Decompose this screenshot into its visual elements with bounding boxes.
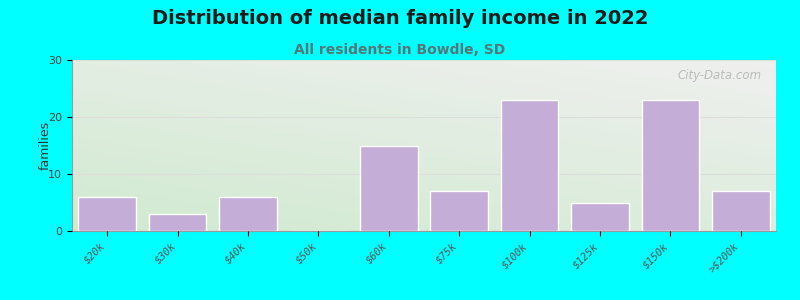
Bar [430,191,488,231]
Text: City-Data.com: City-Data.com [678,69,762,82]
Text: All residents in Bowdle, SD: All residents in Bowdle, SD [294,44,506,58]
Bar [712,191,770,231]
Text: Distribution of median family income in 2022: Distribution of median family income in … [152,9,648,28]
Bar [78,197,136,231]
Bar [501,100,558,231]
Bar [642,100,699,231]
Bar [571,202,629,231]
Bar [360,146,418,231]
Bar [149,214,206,231]
Bar [219,197,277,231]
Y-axis label: families: families [39,121,52,170]
